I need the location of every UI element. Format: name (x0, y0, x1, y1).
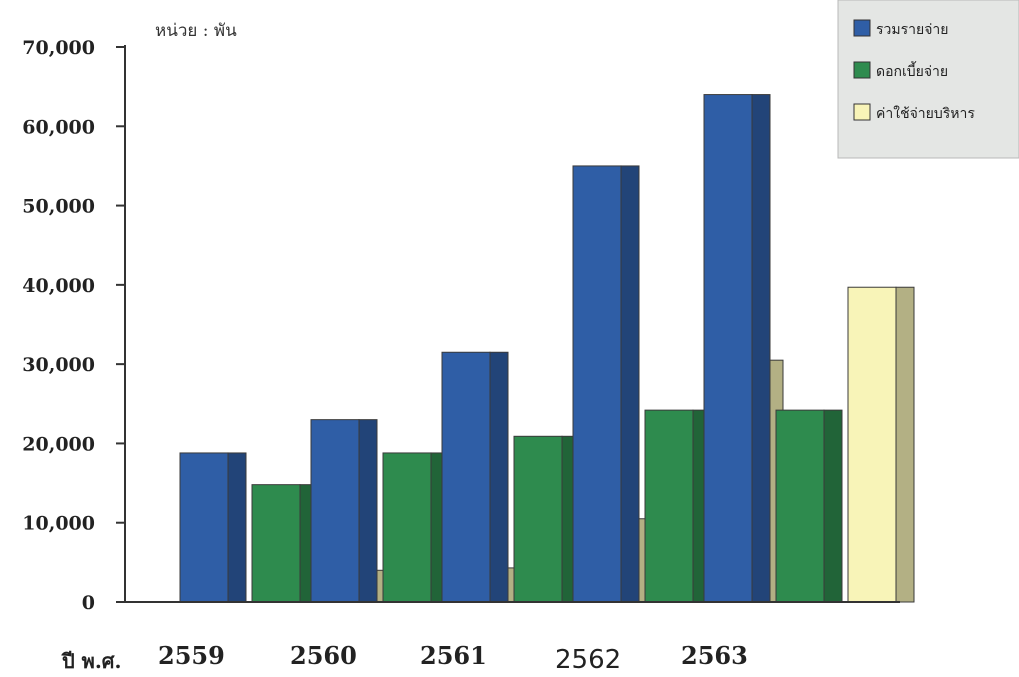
x-category-label: 2562 (555, 645, 621, 675)
bar-side (751, 94, 771, 603)
x-category-label: 2559 (158, 641, 225, 670)
bar-front (572, 165, 622, 603)
y-tick-label: 40,000 (22, 275, 95, 297)
bar-front (644, 409, 694, 603)
bar (441, 351, 509, 603)
axes-layer (124, 45, 900, 603)
bar-side (227, 452, 247, 603)
bar-side (895, 286, 915, 603)
x-category-labels: 2559 2560 2561 2562 2563 (158, 641, 748, 675)
x-axis-title: ปี พ.ศ. (61, 649, 122, 673)
bar (179, 452, 247, 603)
bar-side (823, 409, 843, 603)
y-tick-label: 30,000 (22, 354, 95, 376)
bar-front (179, 452, 229, 603)
bar-side (489, 351, 509, 603)
y-ticks: 0 10,000 20,000 30,000 40,000 50,000 60,000 70,… (22, 37, 125, 614)
y-tick-label: 60,000 (22, 116, 95, 138)
x-category-label: 2560 (290, 641, 357, 670)
legend-swatch (853, 19, 871, 37)
bar-front (513, 435, 563, 603)
x-category-label: 2561 (420, 641, 487, 670)
bar (513, 435, 581, 603)
bars-layer (179, 94, 915, 603)
bar (775, 409, 843, 603)
bar (572, 165, 640, 603)
bar-front (382, 452, 432, 603)
bar (382, 452, 450, 603)
legend-label: ค่าใช้จ่ายบริหาร (876, 105, 975, 122)
bar-front (775, 409, 825, 603)
legend-label: ดอกเบี้ยจ่าย (876, 61, 948, 80)
bar (310, 419, 378, 603)
x-category-label: 2563 (681, 641, 748, 670)
bar (644, 409, 712, 603)
bar-side (358, 419, 378, 603)
bar-front (847, 286, 897, 603)
bar-front (441, 351, 491, 603)
legend-label: รวมรายจ่าย (876, 22, 948, 38)
y-tick-label: 70,000 (22, 37, 95, 59)
y-tick-label: 0 (82, 592, 95, 614)
bar-side (620, 165, 640, 603)
y-tick-label: 10,000 (22, 513, 95, 535)
bar (703, 94, 771, 603)
unit-label: หน่วย : พัน (155, 21, 237, 41)
bar-front (251, 484, 301, 603)
bar (847, 286, 915, 603)
bar-front (310, 419, 360, 603)
bar (251, 484, 319, 603)
y-tick-label: 50,000 (22, 196, 95, 218)
y-tick-label: 20,000 (22, 433, 95, 455)
legend-swatch (853, 103, 871, 121)
bar-front (703, 94, 753, 603)
legend-swatch (853, 61, 871, 79)
